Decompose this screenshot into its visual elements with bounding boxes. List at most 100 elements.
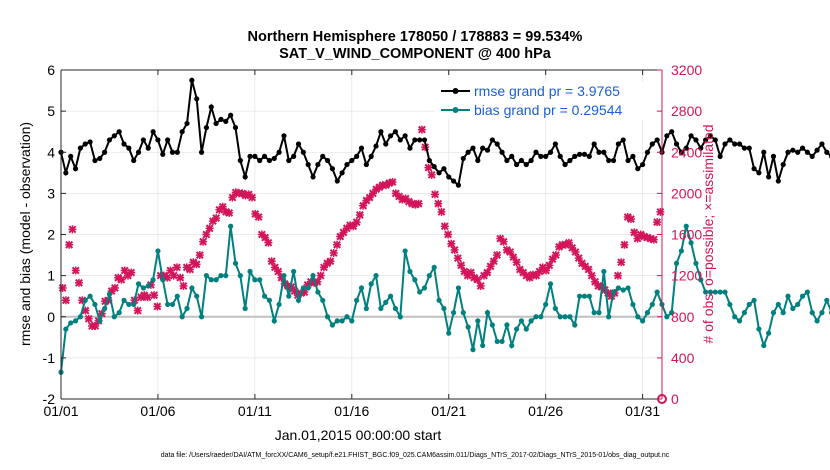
bias-point (179, 314, 185, 320)
bias-point (669, 310, 675, 316)
assimilated-point (58, 283, 67, 292)
rmse-point (223, 118, 229, 125)
bias-point (169, 301, 176, 308)
rmse-point (620, 137, 626, 143)
bias-point (649, 301, 655, 308)
bias-point (688, 240, 694, 246)
bias-point (82, 297, 88, 303)
bias-point (722, 289, 728, 295)
bias-point (809, 310, 815, 316)
y-tick-label-right: 1200 (671, 268, 702, 284)
bias-point (257, 277, 263, 283)
assimilated-point (68, 225, 77, 234)
bias-point (489, 322, 495, 328)
bias-point (610, 289, 617, 295)
bias-point (397, 314, 403, 320)
bias-point (484, 310, 491, 316)
rmse-point (804, 149, 811, 155)
assimilated-point (649, 235, 658, 244)
rmse-point (203, 124, 210, 131)
rmse-point (131, 157, 137, 164)
rmse-point (165, 137, 171, 143)
bias-point (140, 285, 146, 291)
bias-point (693, 260, 699, 266)
assimilated-point (574, 254, 583, 263)
rmse-point (722, 141, 728, 147)
bias-point (131, 301, 137, 308)
rmse-point (625, 157, 631, 164)
data-file-footnote: data file: /Users/raeder/DAI/ATM_forcXX/… (160, 452, 670, 459)
bias-point (528, 318, 534, 324)
bias-point (281, 273, 287, 279)
rmse-point (339, 170, 345, 176)
bias-point (577, 293, 583, 299)
rmse-point (387, 133, 394, 139)
bias-point (310, 273, 316, 279)
bias-point (635, 314, 641, 320)
bias-point (732, 314, 738, 320)
rmse-point (310, 174, 316, 180)
y-tick-label-right: 400 (671, 350, 695, 366)
rmse-point (678, 149, 684, 155)
rmse-point (630, 153, 636, 159)
bias-point (402, 248, 408, 254)
assimilated-point (150, 291, 159, 300)
rmse-point (121, 141, 127, 147)
assimilated-point (620, 240, 629, 249)
legend-box (436, 82, 656, 120)
x-tick-label: 01/26 (528, 403, 563, 419)
bias-point (533, 314, 539, 320)
bias-point (678, 248, 684, 254)
bias-point (475, 318, 481, 324)
bias-point (509, 342, 515, 349)
bias-point (770, 310, 777, 316)
rmse-point (455, 182, 462, 188)
rmse-point (194, 96, 200, 102)
rmse-point (407, 145, 413, 151)
rmse-point (329, 166, 336, 172)
rmse-point (232, 124, 239, 131)
assimilated-point (153, 302, 162, 311)
rmse-point (693, 137, 699, 143)
assimilated-point (509, 253, 518, 262)
bias-point (795, 301, 801, 308)
rmse-point (378, 129, 384, 135)
bias-point (499, 338, 505, 345)
bias-point (431, 264, 437, 270)
assimilated-point (84, 314, 93, 323)
bias-point (324, 314, 331, 320)
assimilated-point (91, 322, 100, 331)
x-tick-label: 01/11 (238, 403, 272, 419)
rmse-point (741, 145, 747, 151)
assimilated-point (450, 245, 459, 254)
rmse-point (349, 157, 355, 164)
bias-point (606, 314, 612, 320)
bias-point (455, 285, 462, 291)
bias-point (586, 293, 592, 299)
bias-point (354, 297, 360, 303)
rmse-point (509, 153, 515, 159)
bias-point (300, 285, 306, 291)
bias-point (523, 326, 529, 332)
rmse-point (208, 104, 214, 110)
rmse-point (247, 153, 253, 159)
rmse-point (179, 129, 185, 135)
assimilated-point (584, 265, 593, 274)
bias-point (543, 301, 549, 308)
bias-point (121, 297, 127, 303)
bias-point (751, 297, 757, 303)
rmse-point (601, 149, 607, 155)
bias-point (450, 310, 457, 316)
rmse-point (116, 129, 122, 135)
rmse-point (295, 141, 302, 147)
rmse-point (644, 149, 651, 155)
rmse-point (218, 116, 224, 122)
y-tick-label-left: 5 (47, 103, 55, 119)
bias-point (736, 318, 743, 324)
assimilated-point (179, 281, 188, 290)
legend-rmse-marker (452, 88, 459, 94)
assimilated-point (453, 254, 462, 263)
bias-point (620, 287, 626, 293)
rmse-point (572, 153, 578, 159)
y-tick-label-left: 3 (47, 185, 55, 201)
